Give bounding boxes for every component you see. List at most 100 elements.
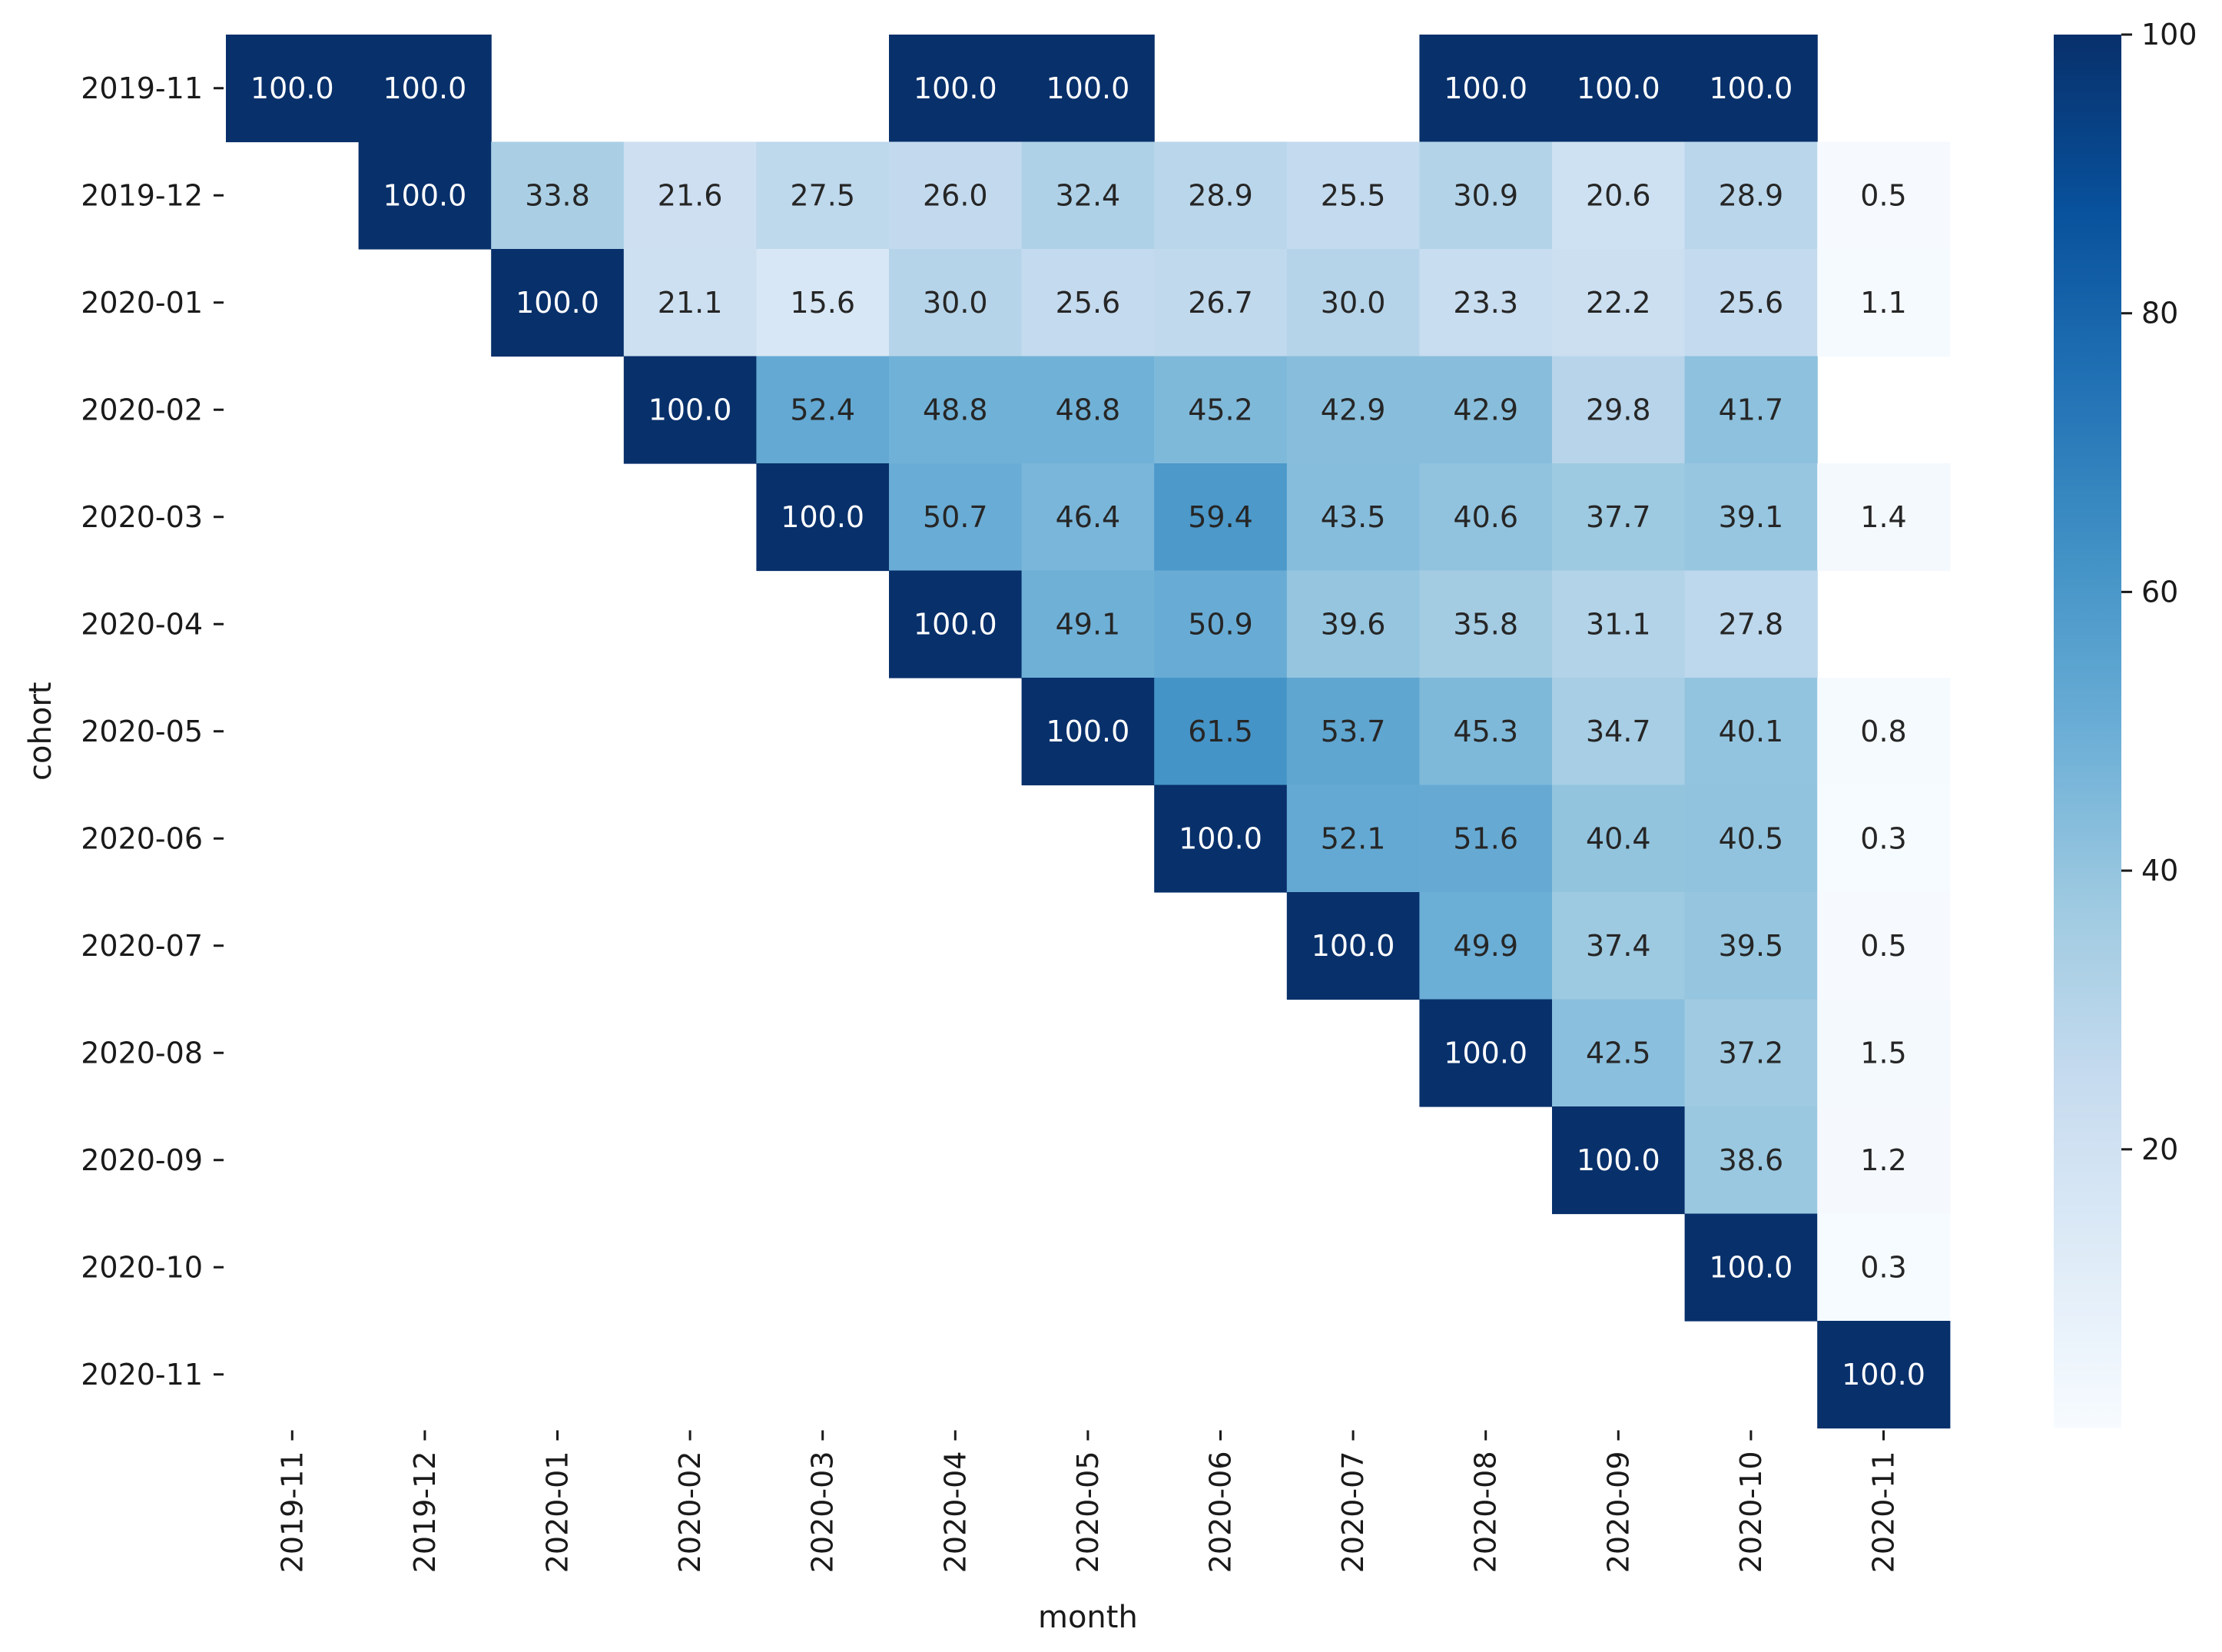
cell-value-label: 61.5 [1188, 715, 1253, 748]
x-tick-label: 2020-01 [541, 1451, 575, 1574]
x-axis-ticks: 2019-11 2019-12 2020-01 2020-02 2020-03 2020-… [275, 1430, 1901, 1574]
heatmap-cell [1419, 570, 1553, 678]
cell-value-label: 100.0 [250, 71, 334, 105]
cell-value-label: 0.3 [1860, 1250, 1906, 1284]
cell-value-label: 45.2 [1188, 393, 1253, 426]
heatmap-cell [1154, 570, 1288, 678]
x-tick-label: 2020-04 [938, 1451, 972, 1574]
cell-value-label: 0.3 [1860, 821, 1906, 855]
cell-value-label: 39.5 [1719, 929, 1784, 963]
cell-value-label: 0.5 [1860, 178, 1906, 212]
y-tick-label: 2020-07 [81, 929, 203, 963]
heatmap-cell [1419, 678, 1553, 786]
heatmap-cell [1817, 463, 1951, 572]
cell-value-label: 0.5 [1860, 929, 1906, 963]
heatmap-cell [1552, 356, 1686, 464]
cell-value-label: 100.0 [1312, 929, 1395, 963]
cell-value-label: 100.0 [1179, 821, 1262, 855]
heatmap-cell [1021, 35, 1155, 143]
cell-value-label: 29.8 [1586, 393, 1651, 426]
heatmap-cell [1419, 249, 1553, 357]
colorbar-tick-label: 100 [2141, 18, 2197, 51]
heatmap-cell [1419, 785, 1553, 893]
cell-value-label: 30.0 [1321, 286, 1386, 320]
cell-value-label: 100.0 [781, 500, 864, 534]
heatmap-cell [1286, 356, 1420, 464]
cell-value-label: 25.5 [1321, 178, 1386, 212]
cell-value-label: 42.9 [1453, 393, 1518, 426]
heatmap-cell [226, 35, 360, 143]
heatmap-cell [1817, 678, 1951, 786]
cell-value-label: 41.7 [1719, 393, 1784, 426]
heatmap-cell [1154, 141, 1288, 250]
cell-value-label: 100.0 [1710, 1250, 1793, 1284]
heatmap-cell [1684, 678, 1818, 786]
heatmap-cell [1684, 141, 1818, 250]
cell-value-label: 100.0 [1046, 715, 1130, 748]
heatmap-cell [1817, 785, 1951, 893]
heatmap-cell [1286, 892, 1420, 1000]
heatmap-cell [1684, 356, 1818, 464]
cell-value-label: 26.0 [923, 178, 988, 212]
heatmap-cell [1419, 35, 1553, 143]
heatmap-cell [1684, 1106, 1818, 1215]
cell-value-label: 25.6 [1719, 286, 1784, 320]
heatmap-cell [1684, 892, 1818, 1000]
heatmap-cell [1154, 356, 1288, 464]
x-axis-label: month [1038, 1600, 1138, 1635]
cell-value-label: 33.8 [525, 178, 590, 212]
heatmap-cell [1552, 141, 1686, 250]
cell-value-label: 100.0 [648, 393, 732, 426]
cell-value-label: 25.6 [1056, 286, 1121, 320]
y-tick-label: 2020-03 [81, 500, 203, 534]
heatmap-cell [1817, 892, 1951, 1000]
heatmap-cell [1286, 249, 1420, 357]
y-tick-label: 2020-10 [81, 1250, 203, 1284]
cell-value-label: 100.0 [914, 71, 997, 105]
heatmap-cell [889, 249, 1023, 357]
cell-value-label: 100.0 [1577, 71, 1660, 105]
cell-value-label: 42.5 [1586, 1036, 1651, 1070]
heatmap-cell [1817, 1213, 1951, 1322]
cell-value-label: 100.0 [1046, 71, 1130, 105]
cell-value-label: 100.0 [1842, 1358, 1925, 1392]
y-axis-label: cohort [23, 682, 58, 781]
heatmap-cell [1021, 141, 1155, 250]
heatmap-cell [1684, 463, 1818, 572]
cell-value-label: 28.9 [1719, 178, 1784, 212]
cell-value-label: 21.6 [658, 178, 723, 212]
heatmap-cell [1419, 892, 1553, 1000]
colorbar-tick-label: 80 [2141, 297, 2178, 330]
heatmap-cell [1684, 249, 1818, 357]
heatmap-cell [623, 141, 757, 250]
cell-value-label: 15.6 [790, 286, 855, 320]
x-tick-label: 2020-08 [1469, 1451, 1503, 1574]
colorbar-tick-label: 60 [2141, 575, 2178, 609]
heatmap-cell [1552, 678, 1686, 786]
y-tick-label: 2020-05 [81, 715, 203, 748]
heatmap-cells: 100.0 100.0 100.0 100.0 100.0 100.0 100.0 100.0… [226, 35, 1951, 1429]
y-tick-label: 2020-02 [81, 393, 203, 426]
heatmap-cell [1021, 249, 1155, 357]
heatmap-cell [1552, 892, 1686, 1000]
cell-value-label: 37.2 [1719, 1036, 1784, 1070]
heatmap-cell [1552, 35, 1686, 143]
cell-value-label: 53.7 [1321, 715, 1386, 748]
cell-value-label: 38.6 [1719, 1143, 1784, 1177]
heatmap-cell [1286, 570, 1420, 678]
heatmap-cell [358, 35, 492, 143]
heatmap-cell [623, 249, 757, 357]
colorbar-gradient-bar [2054, 35, 2121, 1428]
heatmap-cell [1817, 999, 1951, 1107]
y-tick-label: 2020-09 [81, 1143, 203, 1177]
x-tick-label: 2020-11 [1867, 1451, 1901, 1574]
cell-value-label: 31.1 [1586, 607, 1651, 641]
cell-value-label: 43.5 [1321, 500, 1386, 534]
y-tick-label: 2020-08 [81, 1036, 203, 1070]
cell-value-label: 100.0 [383, 71, 467, 105]
heatmap-cell [1817, 249, 1951, 357]
heatmap-cell [1684, 999, 1818, 1107]
heatmap-cell [1021, 463, 1155, 572]
heatmap-cell [1817, 1106, 1951, 1215]
heatmap-cell [1419, 463, 1553, 572]
